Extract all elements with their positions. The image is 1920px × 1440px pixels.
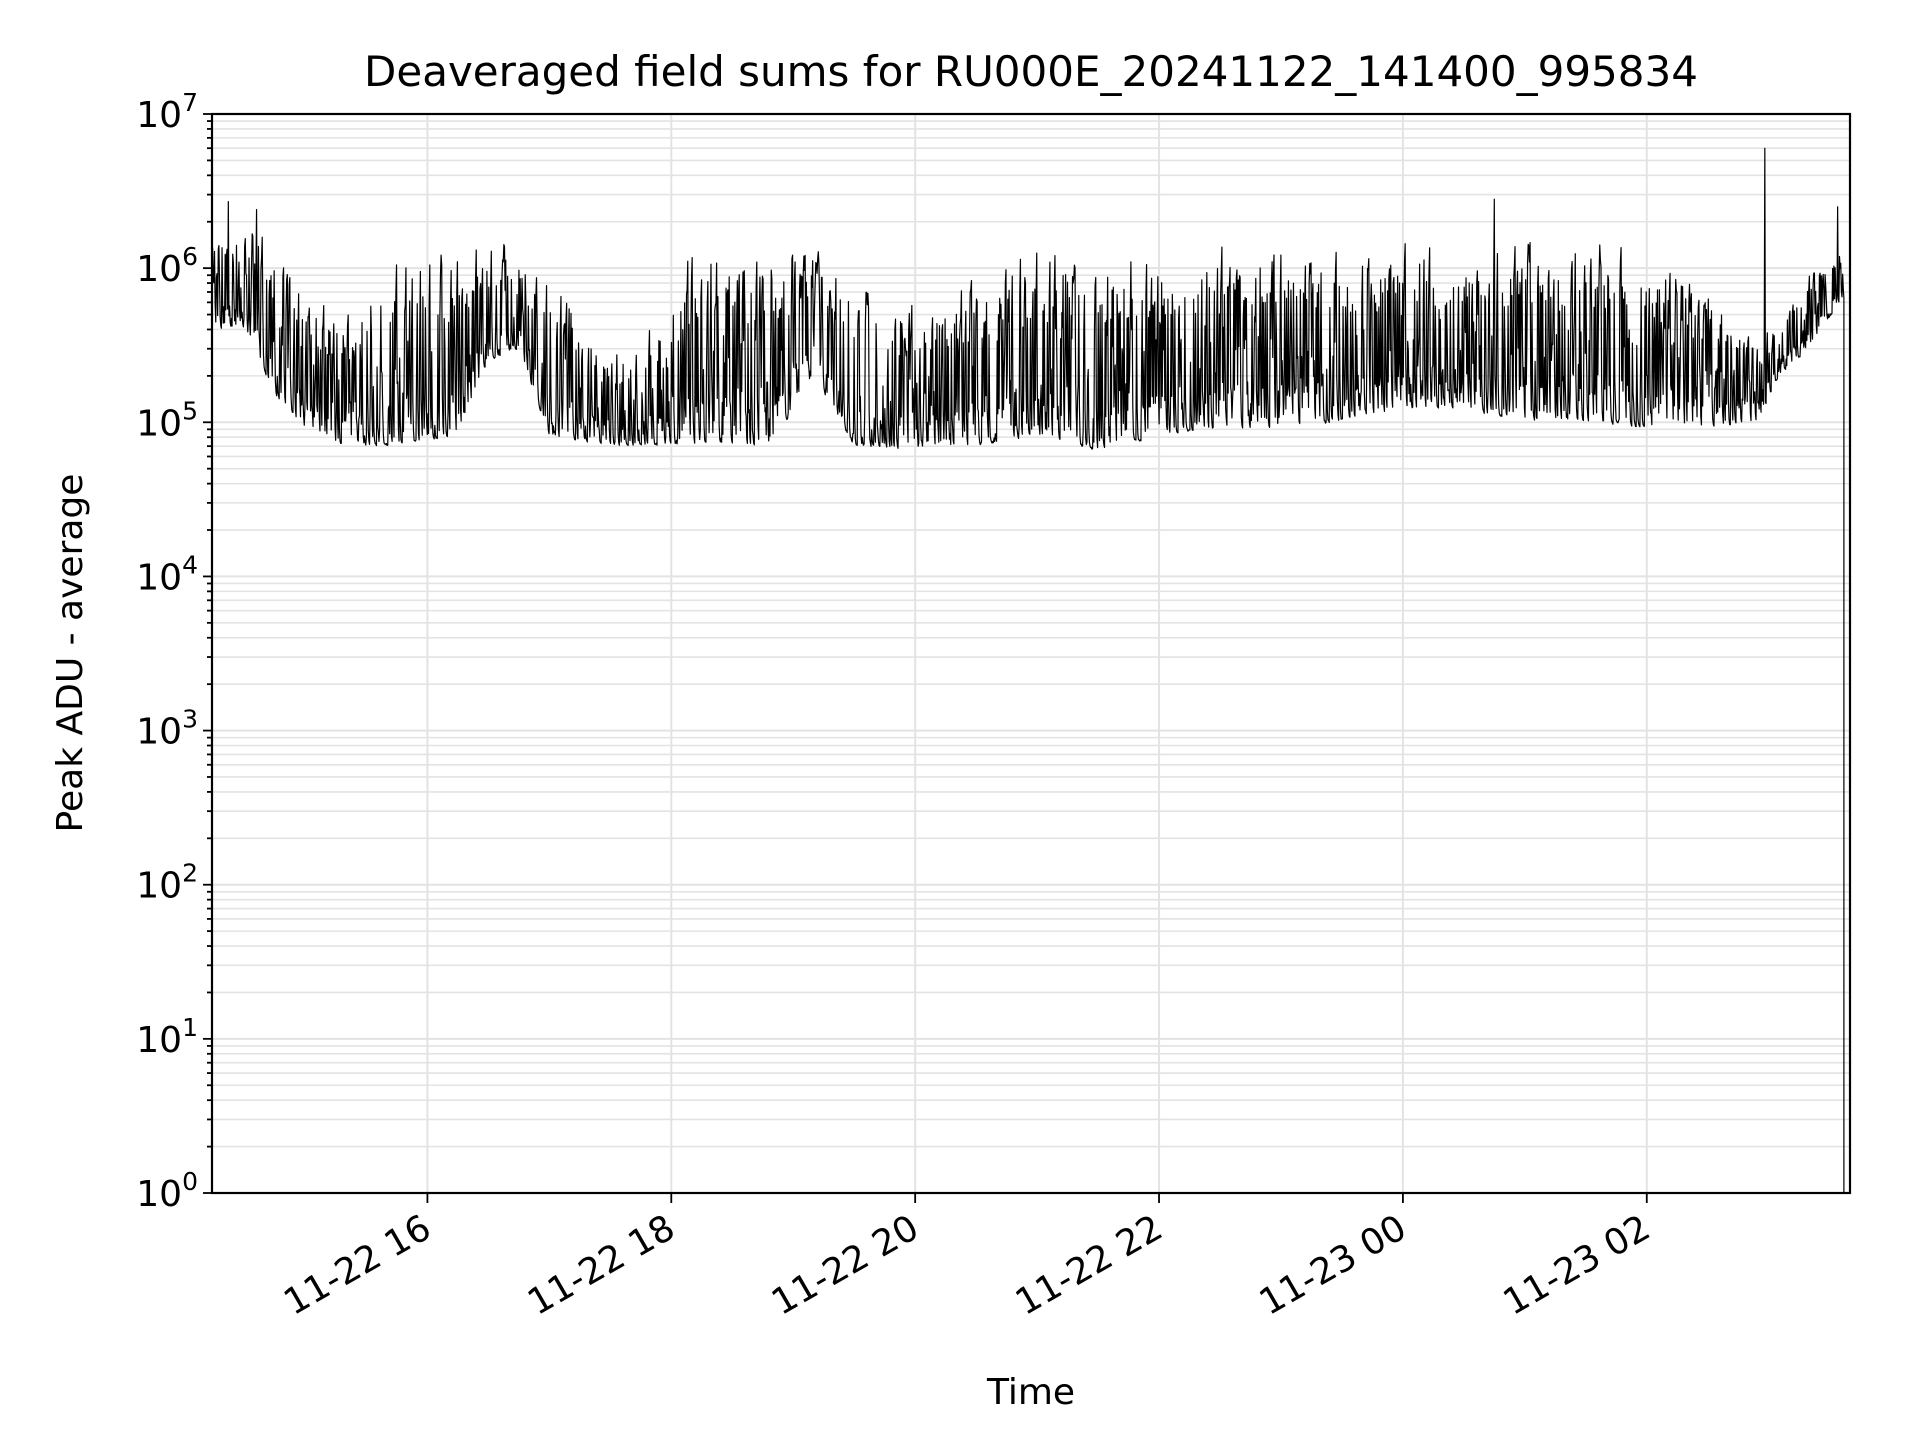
- y-tick-exponent: 5: [182, 396, 198, 425]
- y-tick-base: 10: [136, 249, 182, 290]
- y-tick-exponent: 7: [182, 88, 198, 117]
- y-tick-exponent: 2: [182, 859, 198, 888]
- y-tick-base: 10: [136, 712, 182, 753]
- y-tick-exponent: 6: [182, 242, 198, 271]
- y-tick-label: 103: [136, 705, 198, 753]
- y-tick-label: 105: [136, 396, 198, 444]
- y-tick-base: 10: [136, 866, 182, 907]
- y-tick-base: 10: [136, 95, 182, 136]
- plot-frame: [210, 112, 1852, 1195]
- y-tick-base: 10: [136, 1020, 182, 1061]
- series-line: [211, 147, 1845, 1193]
- y-tick-label: 107: [136, 88, 198, 136]
- y-tick-base: 10: [136, 557, 182, 598]
- y-tick-label: 102: [136, 859, 198, 907]
- x-axis-label: Time: [986, 1372, 1075, 1413]
- y-tick-label: 104: [136, 550, 198, 598]
- y-tick-exponent: 0: [182, 1167, 198, 1196]
- y-axis-label: Peak ADU - average: [50, 474, 91, 833]
- y-tick-exponent: 4: [182, 550, 198, 579]
- chart-title: Deaveraged field sums for RU000E_2024112…: [364, 47, 1698, 96]
- y-tick-exponent: 1: [182, 1013, 198, 1042]
- data-layer: [211, 147, 1845, 1193]
- y-tick-base: 10: [136, 403, 182, 444]
- y-tick-exponent: 3: [182, 705, 198, 734]
- y-tick-label: 101: [136, 1013, 198, 1061]
- grid: [212, 114, 1850, 1194]
- y-tick-base: 10: [136, 1174, 182, 1215]
- y-tick-label: 100: [136, 1167, 198, 1215]
- y-tick-label: 106: [136, 242, 198, 290]
